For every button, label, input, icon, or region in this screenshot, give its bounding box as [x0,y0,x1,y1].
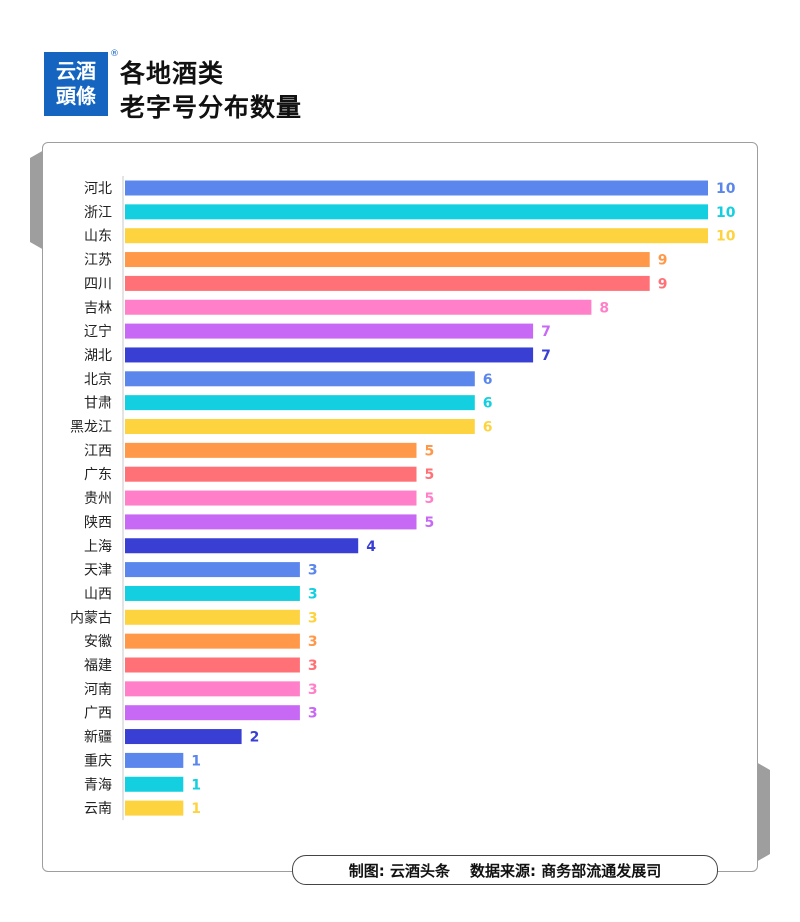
bar [125,252,650,268]
bar [125,299,592,315]
category-label: 天津 [84,563,112,579]
category-label: 江苏 [84,253,112,269]
category-label: 黑龙江 [70,420,112,436]
value-label: 5 [425,491,435,507]
value-label: 3 [308,634,318,650]
frame-tab-right [756,762,770,862]
category-label: 山东 [84,229,112,245]
bar [125,275,650,291]
category-label: 河北 [84,181,112,197]
value-label: 3 [308,610,318,626]
value-label: 5 [425,467,435,483]
value-label: 9 [658,276,668,292]
source-text: 数据来源: 商务部流通发展司 [470,861,662,880]
bar [125,466,417,482]
category-label: 吉林 [84,300,112,316]
bar [125,729,242,745]
bar [125,585,300,601]
value-label: 6 [483,396,493,412]
value-label: 4 [366,539,376,555]
bar [125,419,475,434]
value-label: 2 [250,730,260,746]
logo-text-top: 云酒 [56,59,96,83]
category-label: 山西 [84,586,112,602]
value-label: 9 [658,253,668,269]
bar [125,776,184,792]
category-label: 甘肃 [84,396,112,412]
bar [125,562,300,578]
bar [125,323,534,339]
value-label: 5 [425,443,435,459]
value-label: 7 [541,324,551,340]
bar [125,395,475,411]
value-label: 6 [483,372,493,388]
value-label: 1 [191,777,201,793]
value-label: 10 [716,229,736,245]
category-label: 浙江 [84,205,112,221]
bar [125,633,300,649]
category-label: 贵州 [84,491,112,507]
value-label: 8 [599,300,609,316]
value-label: 7 [541,348,551,364]
category-label: 青海 [84,777,112,793]
bar [125,442,417,458]
category-label: 辽宁 [84,323,112,340]
logo-text-bottom: 頭條 [56,84,96,108]
bar [125,609,300,625]
value-label: 5 [425,515,435,531]
value-label: 1 [191,753,201,769]
registered-mark: ® [110,49,119,59]
value-label: 3 [308,682,318,698]
brand-logo: 云酒 頭條 [44,52,108,116]
bar [125,180,708,196]
category-label: 江西 [84,443,112,459]
category-label: 安徽 [84,634,112,650]
category-label: 内蒙古 [70,610,112,626]
category-label: 广东 [84,467,112,483]
bar [125,347,534,363]
value-label: 3 [308,706,318,722]
value-label: 10 [716,205,736,221]
category-label: 陕西 [84,515,112,531]
bar [125,800,184,816]
chart-title-line2: 老字号分布数量 [120,93,303,122]
bar [125,705,300,721]
value-label: 3 [308,563,318,579]
value-label: 6 [483,420,493,436]
category-label: 四川 [84,276,112,292]
category-label: 广西 [84,706,112,722]
category-label: 福建 [84,658,112,674]
value-label: 3 [308,658,318,674]
category-label: 重庆 [84,753,112,769]
bar [125,371,475,387]
credit-text: 制图: 云酒头条 [348,861,450,880]
category-label: 上海 [84,539,112,555]
category-label: 河南 [84,682,112,698]
bar [125,514,417,530]
value-label: 3 [308,586,318,602]
value-label: 10 [716,181,736,197]
bar [125,752,184,768]
category-label: 湖北 [84,348,112,364]
value-label: 1 [191,801,201,817]
bar [125,657,300,673]
bar [125,490,417,506]
bar [125,681,300,697]
bar [125,228,708,244]
frame-tab-left [30,150,44,250]
bar [125,204,708,220]
category-label: 北京 [84,372,112,388]
chart-title-line1: 各地酒类 [120,59,225,88]
category-label: 云南 [84,801,112,817]
category-label: 新疆 [84,730,112,746]
bar [125,538,359,554]
footer-credits: 制图: 云酒头条 数据来源: 商务部流通发展司 [292,855,718,885]
